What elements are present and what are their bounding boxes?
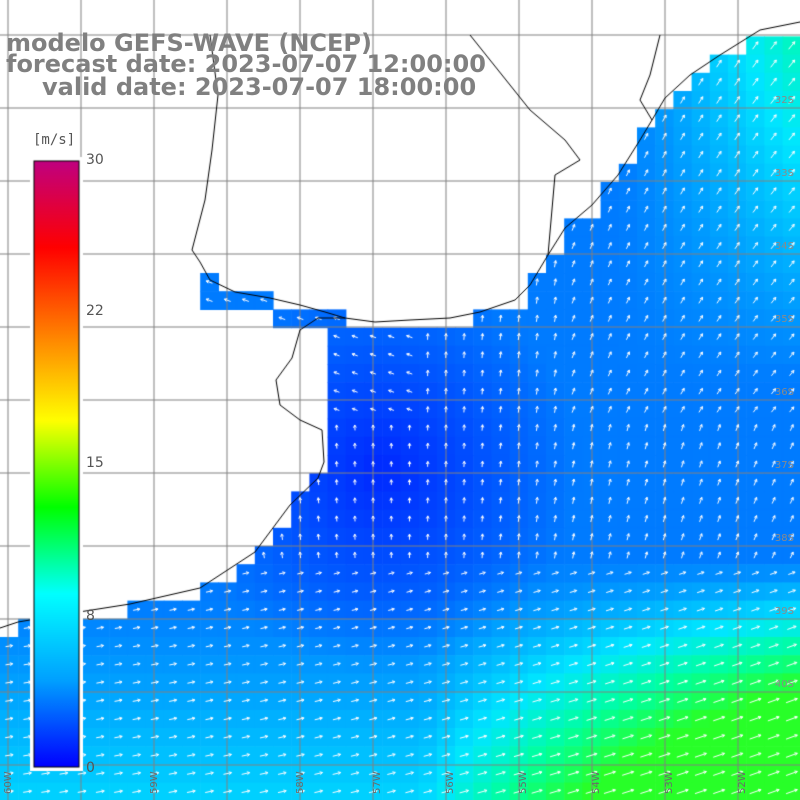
lon-label: 57W xyxy=(372,771,383,794)
lon-label: 59W xyxy=(149,771,160,794)
colorbar-tick: 0 xyxy=(86,760,95,776)
valid-date: valid date: 2023-07-07 18:00:00 xyxy=(42,73,477,101)
lon-label: 52W xyxy=(737,771,748,794)
lat-label: 39S xyxy=(774,606,794,617)
lon-label: 58W xyxy=(295,771,306,794)
colorbar-tick: 30 xyxy=(86,152,104,168)
colorbar-unit: [m/s] xyxy=(33,132,76,148)
lon-label: 60W xyxy=(3,771,14,794)
lat-label: 34S xyxy=(774,241,794,252)
lat-label: 33S xyxy=(774,168,794,179)
lat-label: 40S xyxy=(774,679,794,690)
lat-label: 32S xyxy=(774,95,794,106)
lat-label: 36S xyxy=(774,387,794,398)
lat-label: 38S xyxy=(774,533,794,544)
forecast-date: forecast date: 2023-07-07 12:00:00 xyxy=(6,50,486,78)
lon-label: 54W xyxy=(591,771,602,794)
colorbar-tick: 8 xyxy=(86,608,95,624)
lat-label: 35S xyxy=(774,314,794,325)
model-title: modelo GEFS-WAVE (NCEP) xyxy=(6,29,372,57)
lon-label: 53W xyxy=(664,771,675,794)
lon-label: 55W xyxy=(518,771,529,794)
lon-label: 56W xyxy=(445,771,456,794)
colorbar-tick: 22 xyxy=(86,303,104,319)
lat-label: 37S xyxy=(774,460,794,471)
colorbar-tick: 15 xyxy=(86,455,104,471)
